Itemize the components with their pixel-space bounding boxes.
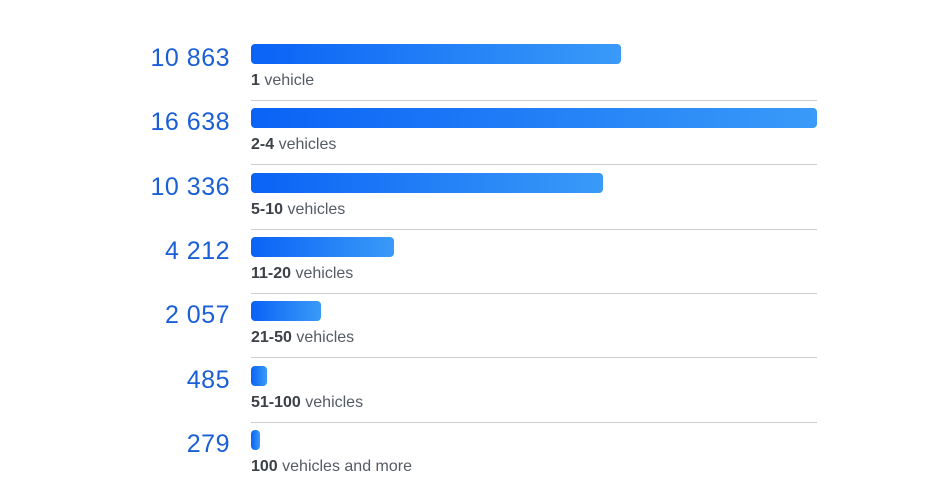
category-label: 21-50 vehicles <box>251 329 354 347</box>
category-label: 51-100 vehicles <box>251 394 363 412</box>
chart-row: 2 057 21-50 vehicles <box>0 301 940 365</box>
bar-value-label: 2 057 <box>164 301 230 329</box>
chart-row: 10 336 5-10 vehicles <box>0 173 940 237</box>
category-label-unit: vehicles <box>291 329 355 346</box>
chart-row: 485 51-100 vehicles <box>0 366 940 430</box>
category-label: 2-4 vehicles <box>251 136 336 154</box>
category-label-range: 51-100 <box>251 394 301 411</box>
row-divider <box>251 422 817 423</box>
row-divider <box>251 357 817 358</box>
chart-row: 16 638 2-4 vehicles <box>0 108 940 172</box>
bar <box>251 237 394 257</box>
category-label-range: 11-20 <box>251 265 292 282</box>
category-label-unit: vehicles <box>274 136 337 153</box>
category-label-range: 1 <box>251 72 260 89</box>
bar-value-label: 10 863 <box>150 44 230 72</box>
bar <box>251 108 817 128</box>
bar <box>251 301 321 321</box>
category-label-range: 2-4 <box>251 136 275 153</box>
category-label-unit: vehicles <box>300 394 364 411</box>
category-label: 5-10 vehicles <box>251 201 345 219</box>
category-label-unit: vehicles and more <box>277 458 412 475</box>
chart-row: 279 100 vehicles and more <box>0 430 940 494</box>
row-divider <box>251 293 817 294</box>
row-divider <box>251 229 817 230</box>
bar <box>251 430 260 450</box>
row-divider <box>251 100 817 101</box>
chart-row: 4 212 11-20 vehicles <box>0 237 940 301</box>
bar <box>251 44 621 64</box>
bar-value-label: 279 <box>186 430 230 458</box>
bar-value-label: 4 212 <box>164 237 230 265</box>
category-label-range: 100 <box>251 458 278 475</box>
category-label-unit: vehicle <box>259 72 315 89</box>
bar-value-label: 485 <box>186 366 230 394</box>
category-label: 1 vehicle <box>251 72 314 90</box>
category-label-unit: vehicles <box>291 265 354 282</box>
row-divider <box>251 164 817 165</box>
chart-row: 10 863 1 vehicle <box>0 44 940 108</box>
category-label-range: 5-10 <box>251 201 284 218</box>
category-label: 100 vehicles and more <box>251 458 412 476</box>
category-label-unit: vehicles <box>283 201 346 218</box>
category-label-range: 21-50 <box>251 329 292 346</box>
bar-value-label: 16 638 <box>150 108 230 136</box>
category-label: 11-20 vehicles <box>251 265 353 283</box>
bar <box>251 366 267 386</box>
bar-value-label: 10 336 <box>150 173 230 201</box>
bar <box>251 173 603 193</box>
